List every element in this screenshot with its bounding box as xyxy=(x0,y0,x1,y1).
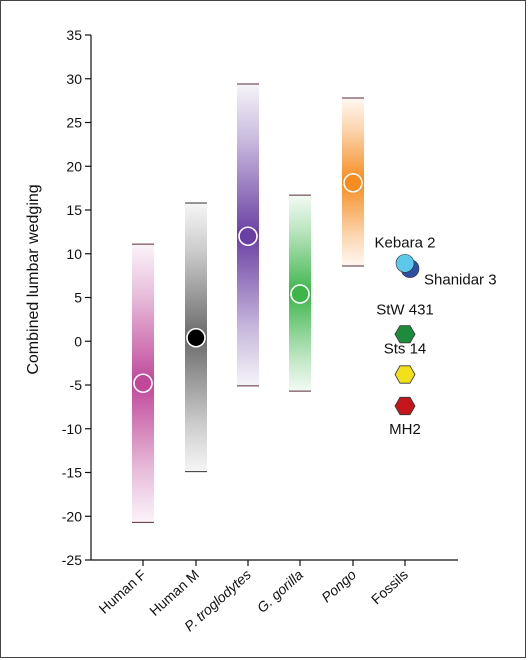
y-tick-label: -15 xyxy=(62,465,82,481)
x-tick-label-pongo: Pongo xyxy=(318,566,359,605)
x-tick-label-g-gorilla: G. gorilla xyxy=(254,566,306,616)
fossil-layer: Kebara 2 Shanidar 3 StW 431 Sts 14 MH2 xyxy=(375,234,497,438)
y-tick-label: 20 xyxy=(66,158,82,174)
y-tick-label: -25 xyxy=(62,552,82,568)
fossil-marker-mh2 xyxy=(394,396,416,416)
y-tick-label: -20 xyxy=(62,508,82,524)
x-tick-label-human-f: Human F xyxy=(96,566,149,616)
fossil-label-shanidar-3: Shanidar 3 xyxy=(424,272,497,289)
fossil-marker-sts-14 xyxy=(394,365,416,384)
mean-marker-human-m xyxy=(186,327,206,348)
y-tick-label: 5 xyxy=(74,290,82,306)
mean-marker-p-troglodytes xyxy=(238,226,258,247)
mean-marker-pongo xyxy=(343,173,363,193)
y-tick-label: 10 xyxy=(66,246,82,262)
y-tick-label: -10 xyxy=(62,421,82,437)
y-axis-label: Combined lumbar wedging xyxy=(25,184,42,374)
mean-marker-human-f xyxy=(133,373,153,394)
fossil-label-stw-431: StW 431 xyxy=(376,301,434,318)
fossil-label-sts-14: Sts 14 xyxy=(384,341,427,358)
fossil-label-kebara-2: Kebara 2 xyxy=(375,234,436,251)
y-tick-label: 35 xyxy=(66,27,82,43)
y-tick-label: 30 xyxy=(66,71,82,87)
y-tick-label: 15 xyxy=(66,202,82,218)
y-tick-label: 25 xyxy=(66,115,82,131)
mean-marker-g-gorilla xyxy=(290,284,310,304)
fossil-marker-kebara-2 xyxy=(395,254,415,273)
fossil-label-mh2: MH2 xyxy=(389,421,421,438)
range-layer xyxy=(132,83,364,523)
y-tick-label: 0 xyxy=(74,333,82,349)
y-tick-label: -5 xyxy=(70,377,83,393)
fossil-marker-stw-431 xyxy=(394,325,416,344)
x-tick-label-fossils: Fossils xyxy=(368,566,411,607)
